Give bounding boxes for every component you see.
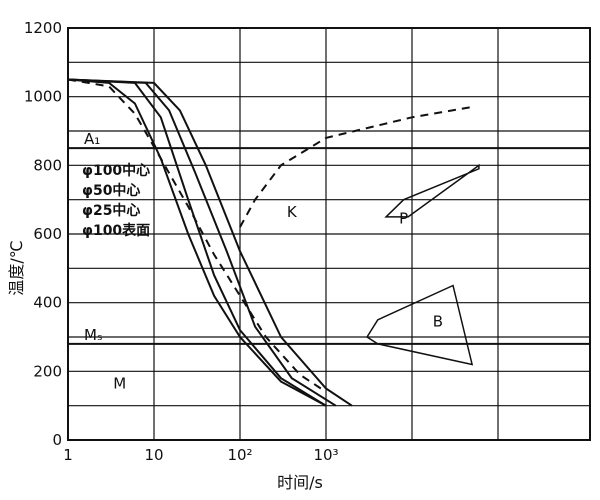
x-tick-label: 10² xyxy=(227,446,252,464)
x-tick-label: 1 xyxy=(63,446,73,464)
series-label: φ25中心 xyxy=(82,202,140,219)
x-axis-title: 时间/s xyxy=(277,473,323,492)
y-tick-label: 600 xyxy=(33,225,62,243)
reference-line-label: A₁ xyxy=(84,130,100,148)
tick-labels: 0 200 400 600 800 1000 1200 1 10 10² 10³ xyxy=(24,19,339,464)
series-label: φ100中心 xyxy=(82,162,150,179)
series-line xyxy=(67,78,337,407)
region-label: P xyxy=(399,210,408,228)
grid xyxy=(67,27,591,441)
p-region-outline xyxy=(384,163,480,218)
series-line xyxy=(239,106,473,228)
x-tick-label: 10³ xyxy=(313,446,338,464)
series-label: φ100表面 xyxy=(82,222,150,239)
x-tick-label: 10 xyxy=(144,446,163,464)
region-label: M xyxy=(113,375,126,393)
y-tick-label: 800 xyxy=(33,156,62,174)
region-layer: K P B M xyxy=(113,163,480,393)
y-tick-label: 200 xyxy=(33,362,62,380)
y-tick-label: 0 xyxy=(52,431,62,449)
y-tick-label: 1000 xyxy=(24,88,62,106)
series-line xyxy=(67,78,327,407)
series-layer: φ100中心 φ50中心 φ25中心 φ100表面 xyxy=(67,78,473,407)
series-line xyxy=(67,78,353,407)
y-tick-label: 1200 xyxy=(24,19,62,37)
reference-line-label: Mₛ xyxy=(84,326,103,344)
region-label: K xyxy=(287,203,298,221)
series-line xyxy=(67,78,327,407)
y-tick-label: 400 xyxy=(33,294,62,312)
y-axis-title: 温度/℃ xyxy=(7,240,26,295)
region-label: B xyxy=(433,313,443,331)
series-line xyxy=(67,78,327,393)
series-label: φ50中心 xyxy=(82,182,140,199)
b-region-outline xyxy=(366,284,474,366)
